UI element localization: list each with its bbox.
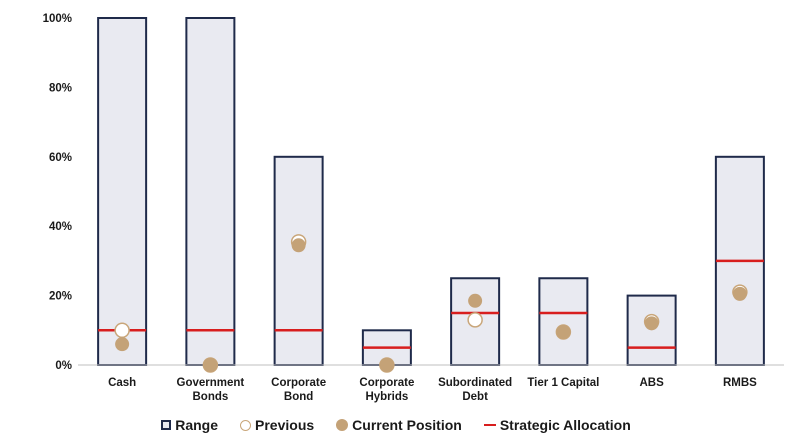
range-bar: [185, 17, 236, 366]
current-position-marker: [556, 325, 571, 340]
range-bar: [97, 17, 148, 366]
chart-legend: Range Previous Current Position Strategi…: [0, 416, 792, 434]
current-position-marker: [379, 358, 394, 372]
x-tick-label: RMBS: [723, 377, 757, 389]
legend-label-current: Current Position: [352, 417, 462, 433]
legend-item-strategic: Strategic Allocation: [483, 417, 631, 433]
previous-marker: [467, 312, 483, 328]
legend-range-swatch: [161, 420, 172, 430]
legend-item-range: Range: [161, 417, 218, 433]
y-tick-label: 80%: [49, 82, 72, 94]
legend-label-strategic: Strategic Allocation: [499, 417, 631, 433]
legend-item-previous: Previous: [240, 417, 314, 433]
x-tick-label: Corporate Hybrids: [359, 377, 414, 403]
current-position-marker: [115, 337, 130, 352]
chart-plot: 0% 20% 40% 60% 80% 100% Cash Government Bonds Cor…: [43, 13, 784, 403]
current-position-marker: [644, 316, 659, 331]
y-tick-label: 0%: [55, 360, 72, 372]
x-tick-label: Government Bonds: [177, 377, 245, 403]
y-tick-label: 100%: [43, 13, 72, 25]
x-tick-label: Cash: [108, 377, 136, 389]
legend-item-current: Current Position: [336, 417, 462, 433]
x-tick-label: ABS: [639, 377, 664, 389]
legend-strategic-swatch: [483, 423, 496, 427]
range-bar: [273, 155, 324, 366]
previous-marker: [114, 322, 130, 339]
y-tick-label: 40%: [49, 221, 72, 233]
x-tick-label: Corporate Bond: [271, 377, 326, 403]
x-tick-label: Subordinated Debt: [438, 377, 512, 403]
current-position-marker: [468, 293, 483, 308]
legend-previous-swatch: [240, 419, 252, 431]
current-position-marker: [291, 238, 306, 253]
y-tick-label: 20%: [49, 291, 72, 303]
y-tick-label: 60%: [49, 152, 72, 164]
range-bar: [538, 277, 589, 366]
legend-current-swatch: [336, 419, 349, 431]
current-position-marker: [203, 358, 218, 372]
x-tick-label: Tier 1 Capital: [527, 377, 599, 389]
current-position-marker: [732, 286, 747, 301]
legend-label-previous: Previous: [255, 417, 315, 433]
legend-label-range: Range: [175, 417, 219, 433]
